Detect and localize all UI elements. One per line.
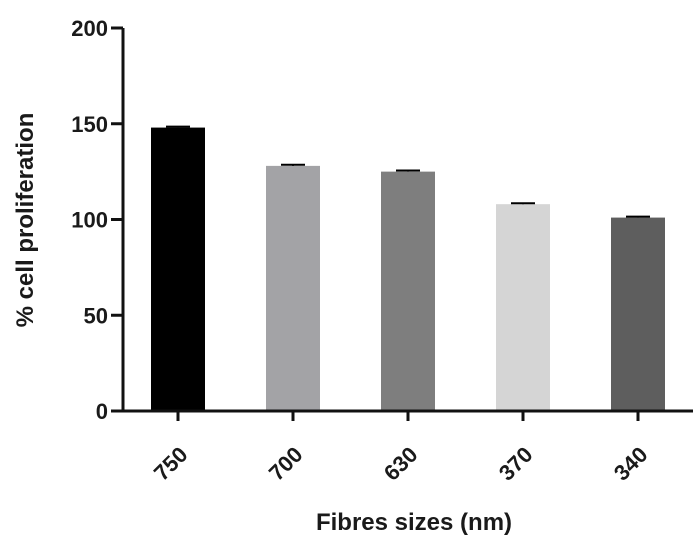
bar-630	[381, 171, 435, 411]
x-tick-label-750: 750	[149, 442, 193, 486]
y-tick-label-0: 0	[96, 399, 108, 424]
error-bars-group	[166, 125, 650, 218]
bars-group	[151, 127, 665, 411]
x-axis-title: Fibres sizes (nm)	[316, 509, 512, 536]
x-tick-label-630: 630	[379, 442, 423, 486]
bar-700	[266, 165, 320, 411]
y-tick-label-150: 150	[71, 112, 108, 137]
y-tick-label-50: 50	[84, 303, 108, 328]
y-tick-label-100: 100	[71, 208, 108, 233]
y-axis: 0 50 100 150 200	[71, 16, 125, 424]
y-tick-label-200: 200	[71, 16, 108, 41]
x-axis: 750 700 630 370 340	[121, 409, 693, 486]
bar-370	[496, 204, 550, 411]
y-axis-title: % cell proliferation	[12, 113, 39, 328]
bar-340	[611, 217, 665, 411]
x-tick-label-700: 700	[264, 442, 308, 486]
bar-750	[151, 127, 205, 411]
x-tick-label-370: 370	[494, 442, 538, 486]
x-tick-label-340: 340	[609, 442, 653, 486]
